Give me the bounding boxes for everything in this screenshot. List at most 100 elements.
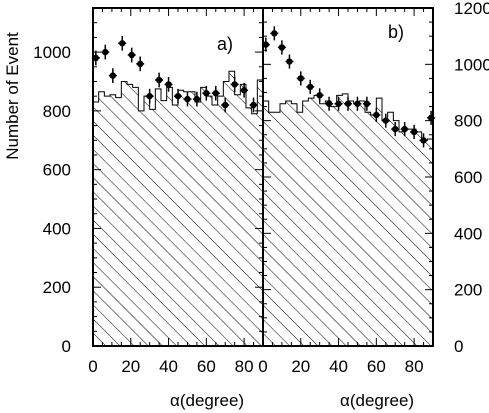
panel-a-data-point [249,97,258,113]
y-tick-label: 600 [43,161,71,180]
panel-b-x-axis-title: α(degree) [340,391,414,410]
panel-b-frame [262,7,434,347]
y-tick-label: 800 [43,102,71,121]
panel-a-data-point [155,72,164,88]
panel-b-data-point [285,54,294,69]
panel-a-data-point [164,77,173,92]
data-marker [392,125,399,133]
data-marker [119,40,126,47]
data-marker [401,125,408,133]
y-tick-label: 600 [454,168,482,187]
data-marker [325,100,333,107]
panel-a-data-points [91,35,258,113]
panel-b-data-point [410,124,419,139]
y-tick-label: 1000 [454,55,489,74]
panel-a-x-axis-title: α(degree) [170,391,244,410]
x-tick-label: 80 [235,357,254,376]
panel-b-histogram [263,93,433,346]
data-marker [155,76,163,84]
data-marker [231,81,238,88]
data-marker [354,100,361,107]
panel-b-data-point [277,40,286,55]
panel-a-data-point [240,82,249,98]
panel-a-data-point [230,77,239,92]
panel-b-data-point [315,88,324,103]
x-tick-label: 40 [159,357,178,376]
data-marker [193,95,201,103]
data-marker [146,92,153,100]
panel-b-data-point [391,122,400,137]
panel-b-data-points [261,26,436,148]
data-marker [109,72,117,79]
panel-b-data-point [419,133,428,148]
panel-b-data-point [353,96,362,111]
panel-a-data-point [136,56,145,72]
x-tick-label: 80 [405,357,424,376]
data-marker [184,95,191,103]
data-marker [128,51,135,59]
panel-b-data-point [325,96,334,111]
data-marker [297,75,304,82]
data-marker [262,41,270,48]
data-marker [271,30,278,37]
panel-b-label: b) [388,22,404,42]
y-tick-label: 0 [62,337,71,356]
y-tick-label: 200 [454,281,482,300]
data-marker [420,137,427,144]
y-tick-label: 0 [454,337,463,356]
x-tick-label: 0 [88,357,97,376]
x-tick-label: 60 [367,357,386,376]
panel-a-data-point [101,44,110,60]
panel-a-data-point [118,35,127,51]
data-marker [137,60,144,68]
x-tick-label: 60 [197,357,216,376]
data-marker [222,101,229,109]
data-marker [92,54,100,62]
panel-b-data-point [372,107,381,123]
data-marker [250,101,257,109]
panel-b-data-point [306,79,315,94]
panel-a-histogram [93,70,263,346]
panel-b-data-point [362,96,371,111]
panel-a-data-point [108,68,117,83]
panel-b-data-point [270,26,279,41]
panel-a-data-point [127,47,136,63]
panel-b-data-point [381,113,390,128]
data-marker [278,44,286,51]
y-tick-label: 800 [454,112,482,131]
data-marker [174,92,182,100]
data-marker [335,100,342,107]
y-tick-label: 400 [43,219,71,238]
y-tick-label: 400 [454,224,482,243]
data-marker [203,90,210,97]
x-tick-label: 20 [121,357,140,376]
data-marker [212,90,219,97]
panel-a-data-point [183,91,192,107]
data-marker [240,87,248,94]
panel-a-data-point [192,91,201,107]
data-marker [286,58,293,65]
panel-b-histogram-fill [263,93,433,346]
data-marker [165,81,172,88]
data-marker [102,48,109,56]
panel-b-data-point [296,71,305,86]
y-axis-title: Number of Event [3,32,22,160]
y-tick-label: 200 [43,278,71,297]
panel-b-data-point [334,96,343,111]
data-marker [363,100,371,107]
data-marker [373,111,380,119]
data-marker [382,117,389,124]
panel-a-data-point [221,97,230,113]
panel-a-label: a) [217,34,233,54]
data-marker [410,128,418,136]
data-marker [316,92,323,99]
panel-a-histogram-fill [93,71,263,346]
data-marker [307,83,314,91]
panel-a-data-point [145,88,154,104]
data-marker [344,100,352,107]
panel-b-data-point [344,96,352,111]
y-tick-label: 1200 [454,0,489,18]
x-tick-label: 20 [291,357,310,376]
